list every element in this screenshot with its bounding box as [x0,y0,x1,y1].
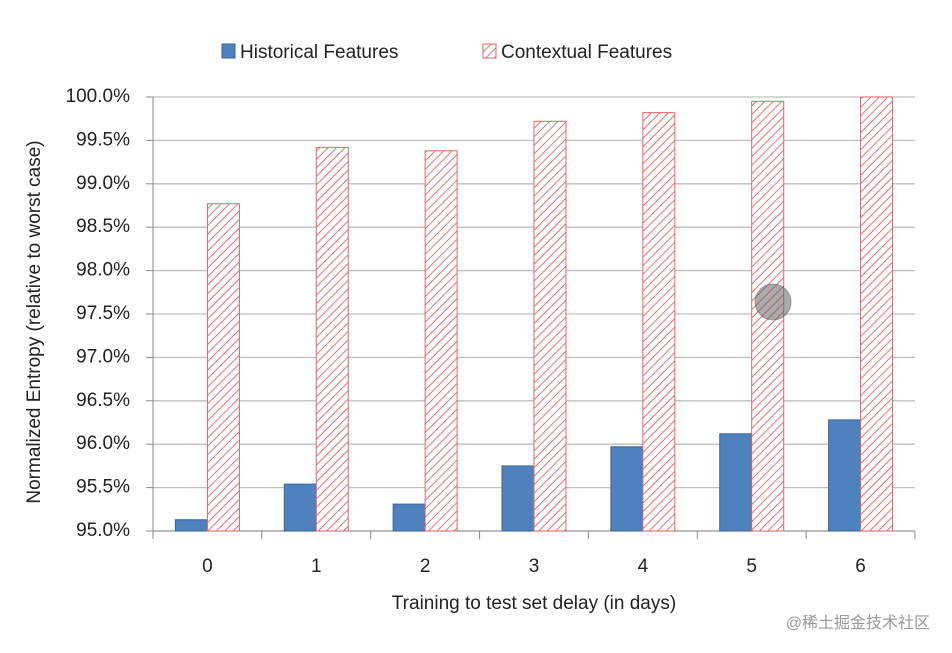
bar [719,433,753,532]
bar [501,465,535,532]
bar [392,503,426,532]
y-tick-label: 98.0% [76,260,130,281]
x-tick-label: 3 [529,556,540,577]
y-tick-label: 95.5% [76,477,130,498]
y-tick-label: 96.0% [76,433,130,454]
cursor [754,283,792,321]
y-axis-title: Normalized Entropy (relative to worst ca… [24,140,45,503]
legend-label: Historical Features [240,42,398,63]
bar [860,96,894,532]
bar [533,120,567,532]
bar [174,519,208,532]
y-tick-label: 100.0% [66,86,131,107]
x-tick-label: 1 [311,556,322,577]
bar [206,203,240,532]
legend-label: Contextual Features [501,42,672,63]
x-tick-label: 4 [638,556,649,577]
y-tick-label: 99.5% [76,129,130,150]
x-tick-label: 0 [202,556,213,577]
y-tick-label: 99.0% [76,173,130,194]
y-tick-label: 98.5% [76,216,130,237]
bar [424,150,458,532]
bar [315,146,349,532]
bar [828,419,862,532]
bar [642,112,676,532]
x-axis-title: Training to test set delay (in days) [392,593,676,614]
watermark: @稀土掘金技术社区 [786,614,930,632]
y-tick-label: 95.0% [76,520,130,541]
y-tick-label: 96.5% [76,390,130,411]
legend-swatch [482,43,497,59]
x-tick-label: 6 [855,556,866,577]
x-tick-label: 5 [746,556,757,577]
bar [610,446,644,532]
y-tick-label: 97.0% [76,346,130,367]
bar [283,483,317,532]
y-tick-label: 97.5% [76,303,130,324]
x-tick-label: 2 [420,556,431,577]
legend-swatch [221,43,236,59]
